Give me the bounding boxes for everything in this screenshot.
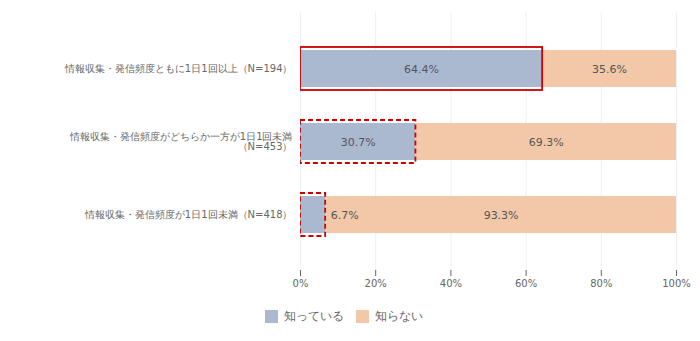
html-text:知っている: 知っている: [284, 309, 344, 323]
svg-text:80%: 80%: [590, 278, 612, 289]
svg-text:情報収集・発信頻度ともに1日1回以上（N=194）: 情報収集・発信頻度ともに1日1回以上（N=194）: [64, 63, 293, 74]
svg-text:0%: 0%: [293, 278, 309, 289]
svg-text:60%: 60%: [515, 278, 537, 289]
svg-text:40%: 40%: [440, 278, 462, 289]
svg-text:30.7%: 30.7%: [341, 136, 376, 149]
svg-text:35.6%: 35.6%: [592, 63, 627, 76]
svg-text:6.7%: 6.7%: [331, 209, 359, 222]
svg-text:93.3%: 93.3%: [484, 209, 519, 222]
svg-text:20%: 20%: [365, 278, 387, 289]
svg-text:情報収集・発信頻度がどちらか一方が1日1回未満（N=453）: 情報収集・発信頻度がどちらか一方が1日1回未満（N=453）: [69, 131, 293, 152]
svg-text:69.3%: 69.3%: [529, 136, 564, 149]
svg-text:情報収集・発信頻度が1日1回未満（N=418）: 情報収集・発信頻度が1日1回未満（N=418）: [84, 209, 293, 220]
html-text:知らない: 知らない: [375, 309, 423, 323]
svg-text:64.4%: 64.4%: [404, 63, 439, 76]
svg-text:100%: 100%: [662, 278, 691, 289]
